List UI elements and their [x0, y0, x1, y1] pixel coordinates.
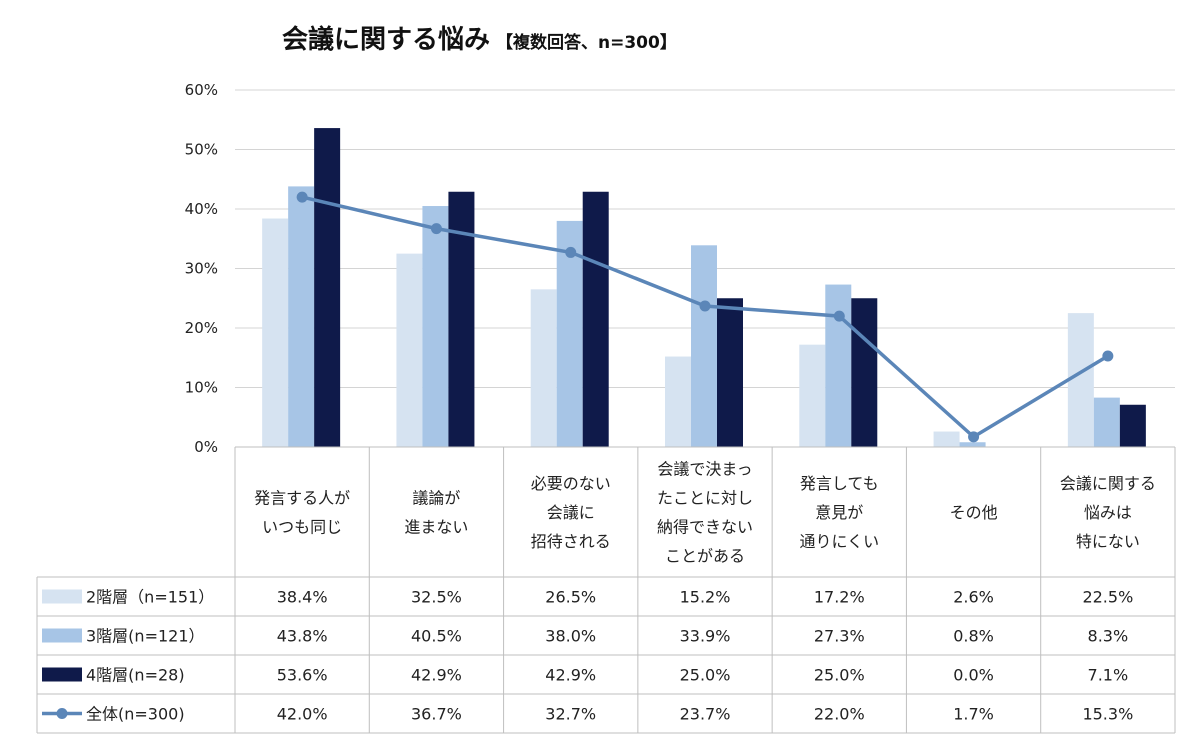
bar: [691, 245, 717, 447]
category-label: いつも同じ: [262, 518, 342, 537]
category-label: 納得できない: [657, 518, 753, 537]
y-tick-label: 60%: [185, 81, 218, 99]
legend-label: 3階層(n=121）: [86, 627, 205, 646]
bar: [717, 298, 743, 447]
category-label: 会議で決まっ: [657, 460, 752, 479]
total-line: [296, 191, 1114, 443]
bar: [959, 442, 986, 447]
bar: [1067, 313, 1094, 447]
category-label: その他: [950, 503, 998, 522]
data-label: 0.0%: [953, 666, 994, 685]
category-label: 発言する人が: [254, 489, 350, 508]
data-label: 40.5%: [411, 627, 462, 646]
bar: [314, 128, 341, 447]
legend-key: [42, 667, 82, 682]
category-label: 悩みは: [1084, 503, 1132, 522]
y-tick-label: 10%: [185, 379, 218, 397]
chart-subtitle: 【複数回答、n=300】: [496, 32, 677, 53]
data-label: 36.7%: [411, 705, 462, 724]
category-label: 招待される: [531, 532, 611, 551]
data-label: 25.0%: [680, 666, 731, 685]
y-tick-label: 50%: [185, 141, 218, 159]
y-tick-label: 0%: [194, 438, 218, 456]
legend-label: 全体(n=300): [86, 705, 185, 724]
bar: [556, 220, 583, 447]
category-label: 発言しても: [800, 474, 879, 493]
y-axis-ticks: 0% 10% 20% 30% 40% 50% 60%: [185, 81, 218, 456]
data-label: 42.9%: [545, 666, 596, 685]
data-label: 0.8%: [953, 627, 994, 646]
category-label: 進まない: [404, 518, 468, 537]
data-label: 32.5%: [411, 588, 462, 607]
data-label: 1.7%: [953, 705, 994, 724]
bar: [262, 218, 289, 447]
bar: [851, 298, 878, 447]
bar: [288, 186, 315, 447]
data-label: 38.4%: [277, 588, 328, 607]
category-label: たことに対し: [657, 489, 753, 508]
data-label: 27.3%: [814, 627, 865, 646]
data-label: 32.7%: [545, 705, 596, 724]
bar: [530, 289, 557, 447]
data-label: 38.0%: [545, 627, 596, 646]
legend-label: 4階層(n=28): [86, 666, 185, 685]
bar: [825, 284, 852, 447]
y-tick-label: 30%: [185, 260, 218, 278]
data-label: 15.3%: [1082, 705, 1133, 724]
line-point: [565, 246, 577, 258]
legend-key: [42, 628, 82, 643]
data-label: 22.0%: [814, 705, 865, 724]
legend-key: [56, 708, 68, 719]
line-point: [968, 431, 980, 443]
bar: [396, 253, 423, 447]
data-label: 43.8%: [277, 627, 328, 646]
data-label: 7.1%: [1088, 666, 1129, 685]
bars: [262, 128, 1146, 447]
data-label: 42.9%: [411, 666, 462, 685]
category-label: 会議に関する: [1060, 474, 1156, 493]
bar: [582, 191, 609, 447]
y-tick-label: 40%: [185, 200, 218, 218]
data-label: 23.7%: [680, 705, 731, 724]
chart-title: 会議に関する悩み: [282, 24, 490, 55]
data-label: 17.2%: [814, 588, 865, 607]
data-label: 8.3%: [1088, 627, 1129, 646]
data-label: 26.5%: [545, 588, 596, 607]
category-label: 意見が: [815, 503, 863, 522]
line-point: [296, 191, 308, 203]
line-point: [430, 223, 442, 235]
bar: [665, 356, 691, 447]
legend-label: 2階層（n=151）: [86, 588, 214, 607]
category-label: 議論が: [412, 489, 460, 508]
legend-key: [42, 589, 82, 604]
category-label: 特にない: [1076, 532, 1140, 551]
bar: [1093, 397, 1120, 447]
bar: [933, 431, 960, 447]
bar: [1119, 404, 1146, 447]
category-label: 通りにくい: [799, 532, 879, 551]
category-label: ことがある: [665, 547, 745, 566]
data-label: 53.6%: [277, 666, 328, 685]
data-label: 15.2%: [680, 588, 731, 607]
data-label: 22.5%: [1082, 588, 1133, 607]
data-label: 25.0%: [814, 666, 865, 685]
line-point: [833, 310, 845, 322]
category-label: 会議に: [547, 503, 595, 522]
category-label: 必要のない: [531, 474, 611, 493]
y-tick-label: 20%: [185, 319, 218, 337]
data-label: 2.6%: [953, 588, 994, 607]
bar: [422, 206, 449, 447]
bar: [799, 344, 826, 447]
line-point: [1102, 350, 1114, 362]
data-label: 42.0%: [277, 705, 328, 724]
data-label: 33.9%: [680, 627, 731, 646]
line-point: [699, 300, 711, 312]
